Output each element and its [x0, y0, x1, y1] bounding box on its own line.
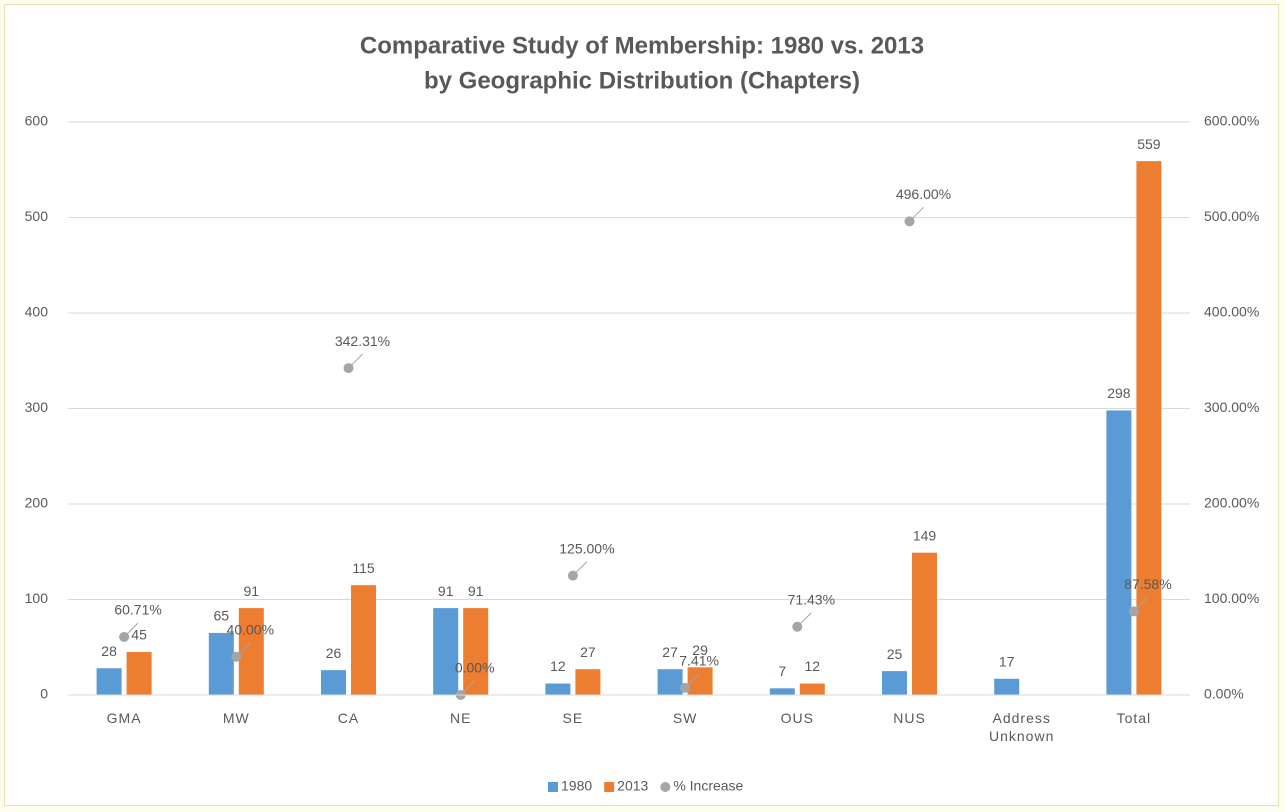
bar	[1136, 161, 1162, 695]
bar	[96, 668, 122, 695]
bar-value-label: 91	[244, 583, 260, 599]
point	[567, 570, 578, 581]
point-value-label: 60.71%	[114, 602, 161, 618]
legend-swatch	[548, 782, 558, 792]
x-tick-label: GMA	[106, 710, 142, 726]
y-tick-label: 400	[25, 304, 49, 320]
bar-value-label: 27	[580, 644, 596, 660]
bar-value-label: 65	[214, 608, 230, 624]
x-tick-label: Address Unknown	[989, 710, 1055, 744]
bar	[433, 608, 459, 695]
bar	[463, 608, 489, 695]
x-tick-label: SW	[672, 710, 698, 726]
bar-value-label: 28	[101, 643, 117, 659]
bar	[994, 678, 1020, 695]
point	[343, 363, 354, 374]
point-value-label: 87.58%	[1124, 576, 1171, 592]
legend-label: 1980	[561, 778, 592, 794]
bar	[545, 683, 571, 695]
point	[680, 682, 691, 693]
bar	[912, 552, 937, 695]
x-tick-label: OUS	[780, 710, 814, 726]
point	[1128, 606, 1139, 617]
point-value-label: 342.31%	[335, 333, 390, 349]
bar-value-label: 45	[131, 627, 147, 643]
bar-value-label: 91	[468, 583, 484, 599]
y-tick-label: 0	[40, 686, 48, 702]
point-value-label: 7.41%	[679, 653, 719, 669]
bar	[657, 669, 683, 695]
legend-swatch	[604, 782, 615, 792]
bar-value-label: 12	[805, 658, 821, 674]
point	[904, 216, 915, 227]
x-tick-label: MW	[222, 710, 250, 726]
point	[792, 621, 803, 632]
bar-value-label: 26	[326, 645, 342, 661]
bar-value-label: 149	[913, 527, 937, 543]
bar-value-label: 17	[999, 653, 1015, 669]
legend-label: % Increase	[673, 778, 743, 794]
y2-tick-label: 300.00%	[1204, 399, 1259, 415]
y-tick-label: 300	[25, 399, 49, 415]
bar	[208, 632, 234, 695]
bar-value-label: 7	[778, 663, 786, 679]
bar	[321, 670, 346, 695]
y2-tick-label: 0.00%	[1204, 686, 1244, 702]
y2-tick-label: 400.00%	[1204, 304, 1259, 320]
legend-label: 2013	[617, 778, 648, 794]
point-value-label: 40.00%	[227, 622, 274, 638]
y-tick-label: 100	[25, 590, 49, 606]
y2-tick-label: 500.00%	[1204, 208, 1259, 224]
y2-tick-label: 600.00%	[1204, 113, 1259, 129]
bar	[799, 683, 825, 695]
y-tick-label: 500	[25, 208, 49, 224]
bar-value-label: 559	[1137, 136, 1161, 152]
bar-value-label: 29	[692, 642, 708, 658]
bar-value-label: 115	[352, 560, 375, 576]
y-tick-label: 600	[25, 113, 49, 129]
bar-value-label: 12	[550, 658, 566, 674]
point-value-label: 0.00%	[455, 660, 495, 676]
bar-value-label: 298	[1107, 385, 1131, 401]
y2-tick-label: 200.00%	[1204, 495, 1259, 511]
point	[119, 632, 130, 643]
bar-value-label: 27	[662, 644, 678, 660]
legend-swatch	[660, 782, 671, 792]
bar	[126, 652, 152, 695]
bar	[575, 669, 601, 695]
bar	[882, 671, 907, 695]
bar-value-label: 25	[887, 646, 903, 662]
x-tick-label: Total	[1116, 710, 1152, 726]
bar	[1106, 410, 1132, 695]
y2-tick-label: 100.00%	[1204, 590, 1259, 606]
x-tick-label: CA	[337, 710, 360, 726]
bar	[238, 608, 264, 695]
x-tick-label: SE	[562, 710, 584, 726]
point-value-label: 496.00%	[896, 186, 951, 202]
bar	[769, 688, 795, 695]
bar-value-label: 91	[438, 583, 454, 599]
point-value-label: 125.00%	[559, 540, 614, 556]
x-tick-label: NE	[449, 710, 472, 726]
y-tick-label: 200	[25, 495, 49, 511]
point	[231, 651, 242, 662]
point-value-label: 71.43%	[788, 591, 835, 607]
x-tick-label: NUS	[893, 710, 926, 726]
chart-title: Comparative Study of Membership: 1980 vs…	[360, 32, 924, 59]
bar	[351, 585, 376, 695]
chart-subtitle: by Geographic Distribution (Chapters)	[424, 67, 860, 94]
